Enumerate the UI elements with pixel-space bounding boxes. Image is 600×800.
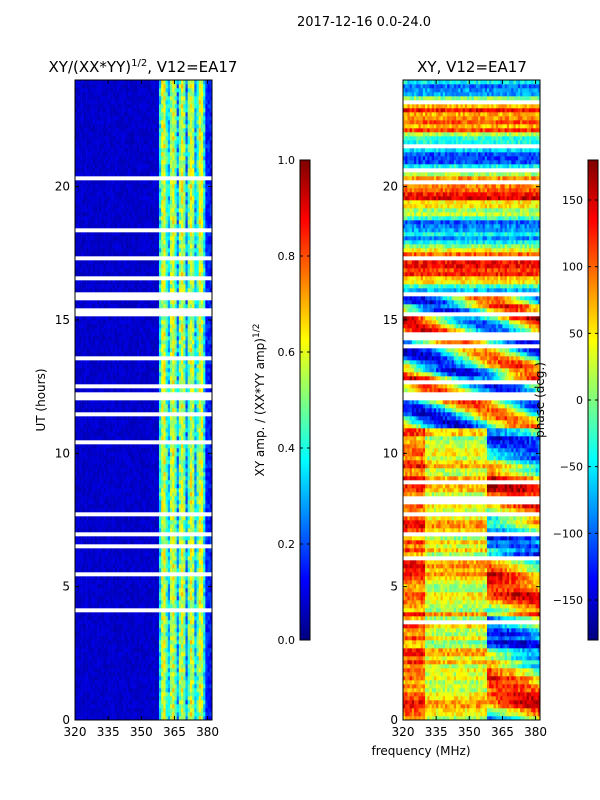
colorbar-tick-label: 0 bbox=[576, 394, 583, 407]
colorbar-tick-label: −100 bbox=[553, 527, 583, 540]
colorbar-tick-label: 0.2 bbox=[278, 538, 296, 551]
phase-panel: XY, V12=EA17 320 335 350 365 380 0 5 10 15 20 bbox=[383, 58, 547, 739]
colorbar-tick-label: −150 bbox=[553, 594, 583, 607]
figure-suptitle: 2017-12-16 0.0-24.0 bbox=[297, 15, 431, 30]
amplitude-colorbar-ticks: 0.0 0.2 0.4 0.6 0.8 1.0 bbox=[278, 154, 310, 647]
y-tick-label: 15 bbox=[55, 313, 70, 327]
x-tick-label: 320 bbox=[64, 725, 87, 739]
phase-heatmap bbox=[403, 80, 541, 721]
colorbar-tick-label: −50 bbox=[560, 461, 583, 474]
x-tick-label: 320 bbox=[392, 725, 415, 739]
amplitude-frame bbox=[74, 79, 213, 721]
colorbar-tick-label: 100 bbox=[562, 261, 583, 274]
phase-frame bbox=[402, 79, 541, 721]
phase-y-ticks: 0 5 10 15 20 bbox=[383, 180, 540, 727]
amplitude-heatmap bbox=[75, 80, 213, 721]
colorbar-tick-label: 0.4 bbox=[278, 442, 296, 455]
phase-colorbar-ticks: −150 −100 −50 0 50 100 150 bbox=[553, 194, 598, 607]
colorbar-tick-label: 1.0 bbox=[278, 154, 296, 167]
y-tick-label: 15 bbox=[383, 313, 398, 327]
y-tick-label: 20 bbox=[55, 180, 70, 194]
y-tick-label: 5 bbox=[390, 580, 398, 594]
colorbar-tick-label: 0.0 bbox=[278, 634, 296, 647]
amplitude-colorbar: 0.0 0.2 0.4 0.6 0.8 1.0 XY amp. / (XX*YY amp)… bbox=[252, 154, 311, 647]
x-tick-label: 365 bbox=[491, 725, 514, 739]
x-tick-label: 335 bbox=[97, 725, 120, 739]
x-tick-label: 380 bbox=[196, 725, 219, 739]
y-tick-label: 20 bbox=[383, 180, 398, 194]
colorbar-tick-label: 0.8 bbox=[278, 250, 296, 263]
x-tick-label: 350 bbox=[458, 725, 481, 739]
phase-colorbar-label: phase (deg.) bbox=[533, 362, 547, 438]
phase-x-ticks: 320 335 350 365 380 bbox=[392, 80, 547, 739]
ut-axis-label: UT (hours) bbox=[34, 368, 48, 431]
x-tick-label: 335 bbox=[425, 725, 448, 739]
amplitude-colorbar-bar bbox=[299, 159, 311, 641]
x-tick-label: 365 bbox=[163, 725, 186, 739]
y-tick-label: 10 bbox=[383, 446, 398, 460]
amplitude-title: XY/(XX*YY)1/2, V12=EA17 bbox=[49, 58, 238, 76]
amplitude-x-ticks: 320 335 350 365 380 bbox=[64, 80, 219, 739]
amplitude-y-ticks: 0 5 10 15 20 bbox=[55, 180, 212, 727]
y-tick-label: 5 bbox=[62, 580, 70, 594]
frequency-axis-label: frequency (MHz) bbox=[371, 744, 470, 758]
y-tick-label: 0 bbox=[62, 713, 70, 727]
y-tick-label: 10 bbox=[55, 446, 70, 460]
x-tick-label: 380 bbox=[524, 725, 547, 739]
amplitude-panel: XY/(XX*YY)1/2, V12=EA17 320 335 350 365 380 … bbox=[34, 58, 237, 739]
y-tick-label: 0 bbox=[390, 713, 398, 727]
colorbar-tick-label: 50 bbox=[569, 327, 583, 340]
colorbar-tick-label: 0.6 bbox=[278, 346, 296, 359]
colorbar-tick-label: 150 bbox=[562, 194, 583, 207]
amplitude-colorbar-label: XY amp. / (XX*YY amp)1/2 bbox=[252, 324, 267, 477]
x-tick-label: 350 bbox=[130, 725, 153, 739]
phase-colorbar: −150 −100 −50 0 50 100 150 phase (deg.) bbox=[533, 159, 599, 641]
phase-title: XY, V12=EA17 bbox=[417, 58, 527, 76]
